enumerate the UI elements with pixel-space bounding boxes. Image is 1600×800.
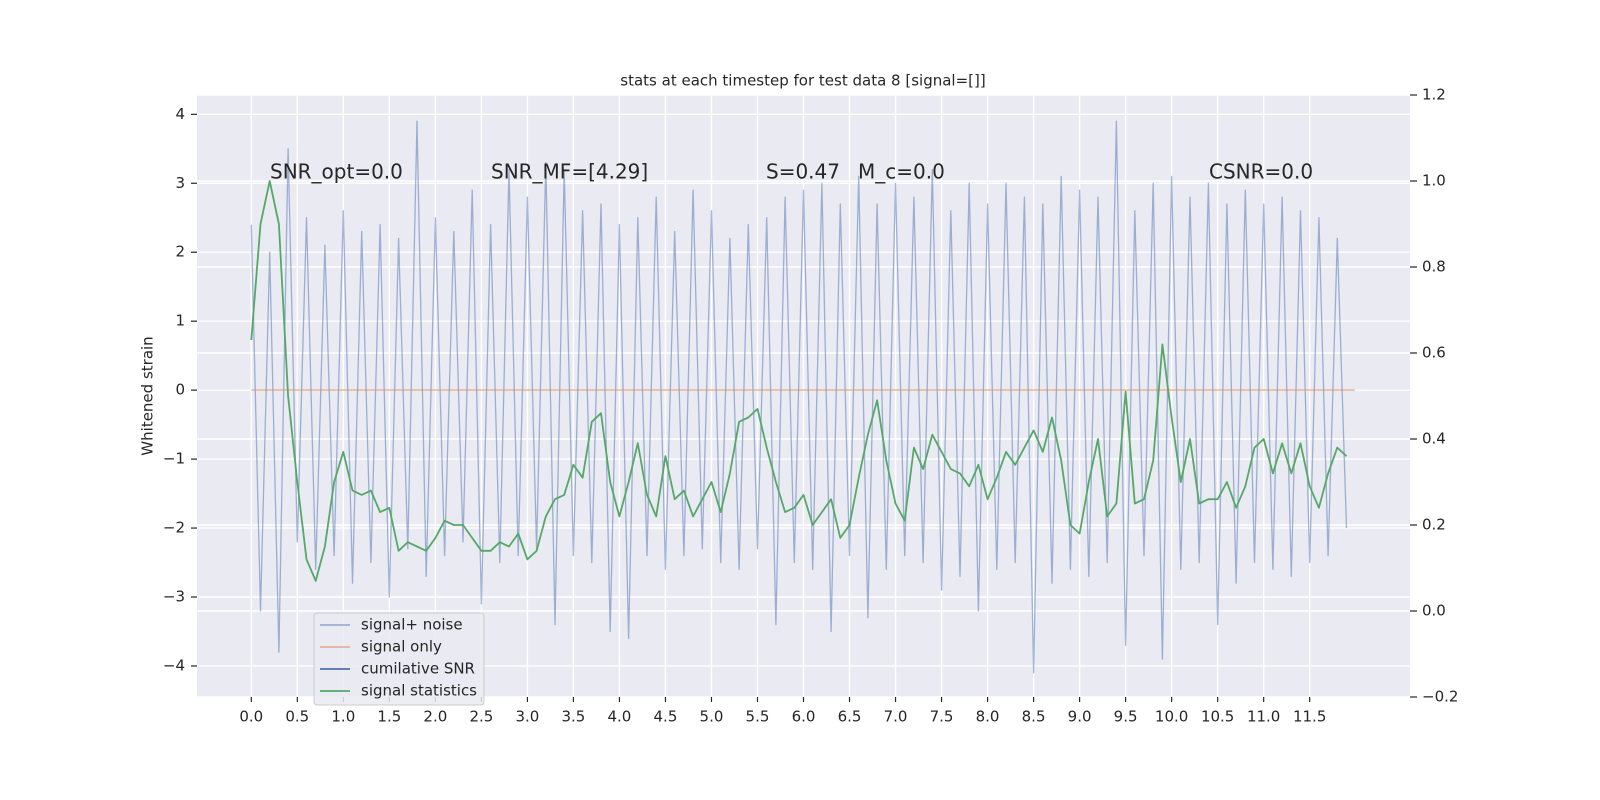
x-tick-label: 8.5: [1022, 708, 1046, 726]
x-tick-label: 11.0: [1247, 708, 1280, 726]
x-tick-label: 4.5: [654, 708, 678, 726]
y2-tick-label: 0.0: [1422, 602, 1446, 620]
grid: [197, 94, 1410, 698]
y-tick-label: −2: [163, 519, 185, 537]
annotation: SNR_opt=0.0: [270, 160, 403, 184]
y-tick-label: 3: [175, 174, 185, 192]
x-tick-label: 3.5: [561, 708, 585, 726]
x-tick-label: 10.5: [1201, 708, 1234, 726]
annotation: M_c=0.0: [858, 160, 945, 184]
y-axis-label: Whitened strain: [139, 336, 157, 455]
x-tick-label: 1.0: [331, 708, 355, 726]
x-tick-label: 0.5: [285, 708, 309, 726]
legend-label: cumilative SNR: [361, 660, 475, 678]
x-tick-label: 9.5: [1114, 708, 1138, 726]
y-tick-label: 0: [175, 381, 185, 399]
series-line: [250, 120, 1348, 674]
y2-tick-label: 0.4: [1422, 430, 1446, 448]
x-tick-label: 10.0: [1155, 708, 1188, 726]
x-tick-label: 6.5: [838, 708, 862, 726]
annotation: SNR_MF=[4.29]: [491, 160, 648, 184]
y-tick-label: −3: [163, 588, 185, 606]
y-tick-label: 4: [175, 105, 185, 123]
legend-label: signal+ noise: [361, 616, 463, 634]
x-tick-label: 6.0: [792, 708, 816, 726]
x-tick-label: 7.5: [930, 708, 954, 726]
x-tick-label: 3.0: [515, 708, 539, 726]
x-tick-label: 11.5: [1293, 708, 1326, 726]
x-tick-label: 1.5: [377, 708, 401, 726]
x-tick-label: 8.0: [976, 708, 1000, 726]
x-tick-label: 7.0: [884, 708, 908, 726]
annotation: CSNR=0.0: [1209, 160, 1313, 184]
legend-label: signal statistics: [361, 682, 477, 700]
y2-tick-label: 1.0: [1422, 172, 1446, 190]
y2-tick-label: 0.2: [1422, 516, 1446, 534]
series-line: [250, 180, 1348, 582]
x-tick-label: 5.5: [746, 708, 770, 726]
legend-box: [313, 612, 485, 706]
y-tick-label: 2: [175, 243, 185, 261]
annotation: S=0.47: [766, 160, 840, 184]
y2-tick-label: 0.6: [1422, 344, 1446, 362]
x-tick-label: 2.0: [423, 708, 447, 726]
y2-tick-label: −0.2: [1422, 688, 1458, 706]
chart-title: stats at each timestep for test data 8 […: [620, 72, 985, 90]
x-tick-label: 2.5: [469, 708, 493, 726]
y-tick-label: 1: [175, 312, 185, 330]
x-tick-label: 9.0: [1068, 708, 1092, 726]
x-tick-label: 5.0: [700, 708, 724, 726]
y-tick-label: −4: [163, 656, 185, 674]
y-tick-label: −1: [163, 450, 185, 468]
y2-tick-label: 1.2: [1422, 86, 1446, 104]
x-tick-label: 4.0: [608, 708, 632, 726]
x-tick-label: 0.0: [239, 708, 263, 726]
y2-tick-label: 0.8: [1422, 258, 1446, 276]
legend-label: signal only: [361, 638, 442, 656]
